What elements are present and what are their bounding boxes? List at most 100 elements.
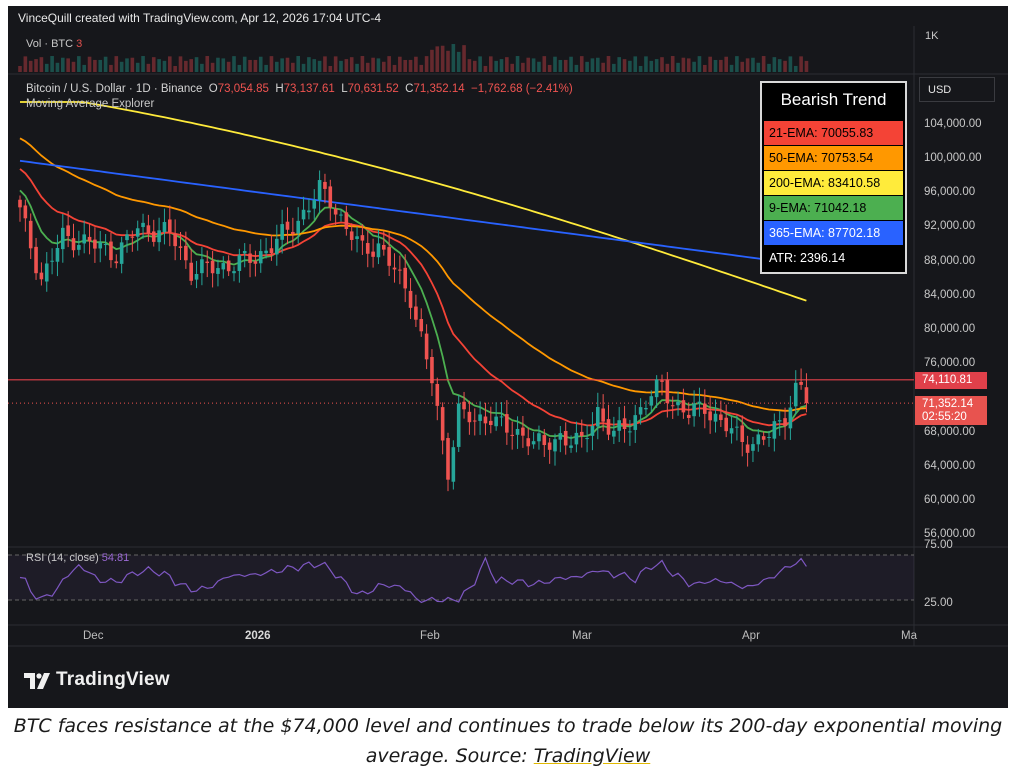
volume-bar: [804, 60, 809, 72]
candle-body: [424, 333, 429, 360]
volume-bar: [708, 56, 712, 72]
volume-bar: [499, 59, 504, 72]
candle-body: [649, 396, 654, 406]
close-label: C: [405, 83, 414, 95]
volume-bar: [168, 56, 172, 72]
y-tick-label: 100,000.00: [924, 152, 982, 164]
volume-bar: [660, 57, 664, 72]
volume-bar: [756, 62, 761, 72]
volume-bar: [553, 56, 557, 72]
volume-bar: [285, 57, 290, 72]
symbol-title[interactable]: Bitcoin / U.S. Dollar · 1D · Binance: [26, 83, 203, 95]
candle-body: [478, 414, 482, 421]
volume-bar: [307, 57, 311, 72]
candle-body: [783, 418, 787, 426]
high-value: 73,137.61: [283, 83, 335, 95]
volume-bar: [301, 63, 306, 72]
legend-row-ema200: 200-EMA: 83410.58: [764, 171, 903, 195]
volume-bar: [360, 56, 365, 72]
candle-body: [253, 261, 258, 264]
ema-line-200-ema: [20, 101, 807, 302]
volume-bar: [130, 57, 135, 72]
candle-body: [440, 407, 445, 441]
indicator-name[interactable]: Moving Average Explorer: [26, 98, 155, 110]
volume-bar: [387, 56, 391, 72]
legend-row-atr: ATR: 2396.14: [764, 246, 903, 270]
volume-bar: [542, 56, 547, 72]
candle-body: [23, 205, 28, 219]
candle-body: [601, 408, 605, 422]
candle-body: [221, 263, 226, 270]
volume-bar: [788, 56, 793, 72]
candle-body: [312, 199, 317, 209]
volume-bar: [291, 62, 295, 72]
candle-body: [151, 231, 156, 242]
volume-bar: [87, 56, 92, 72]
candle-body: [376, 243, 381, 258]
tradingview-brand[interactable]: TradingView: [56, 669, 170, 690]
candle-body: [184, 245, 188, 261]
volume-bar: [649, 60, 654, 72]
candle-body: [392, 267, 397, 270]
volume-bar: [365, 62, 370, 72]
volume-bar: [216, 57, 220, 72]
volume-bar: [103, 56, 108, 72]
candle-body: [307, 210, 311, 213]
volume-bar: [521, 62, 525, 72]
candle-body: [724, 417, 728, 432]
y-tick-label: 76,000.00: [924, 357, 976, 369]
volume-bar: [793, 65, 798, 72]
volume-bar: [440, 45, 445, 72]
volume-bar: [692, 61, 696, 72]
tradingview-logo-icon: [24, 673, 50, 689]
candle-body: [39, 272, 44, 280]
volume-bar: [55, 62, 60, 72]
volume-bar: [408, 59, 413, 72]
candle-body: [189, 262, 193, 281]
candle-body: [729, 428, 734, 434]
rsi-lower-label: 25.00: [924, 597, 953, 609]
change-value: −1,762.68 (−2.41%): [471, 83, 573, 95]
candle-body: [521, 427, 525, 436]
price-chart[interactable]: [8, 6, 1008, 708]
candle-body: [606, 419, 611, 435]
candle-body: [622, 418, 627, 430]
volume-bar: [478, 56, 482, 72]
volume-bar: [622, 59, 627, 72]
volume-bar: [23, 56, 28, 72]
volume-bar: [109, 64, 113, 72]
candle-body: [333, 208, 338, 215]
volume-bar: [194, 57, 199, 72]
volume-bar: [628, 60, 632, 72]
candle-body: [301, 209, 306, 220]
volume-bar: [50, 56, 54, 72]
candle-body: [296, 220, 300, 234]
candle-body: [804, 387, 809, 404]
volume-bar: [44, 63, 49, 72]
volume-bar: [382, 61, 386, 72]
currency-selector[interactable]: USD: [919, 77, 995, 102]
volume-bar: [644, 56, 648, 72]
volume-bar: [328, 65, 333, 72]
candle-body: [558, 433, 563, 440]
candle-body: [462, 401, 466, 410]
candle-body: [82, 234, 86, 244]
candle-body: [44, 263, 49, 282]
y-tick-label: 56,000.00: [924, 528, 976, 540]
volume-bar: [146, 63, 151, 72]
volume-bar: [638, 65, 643, 72]
volume-bar: [141, 56, 145, 72]
volume-bar: [221, 58, 226, 72]
volume-bar: [258, 56, 263, 72]
candle-body: [119, 242, 124, 264]
candle-body: [761, 436, 766, 440]
volume-bar: [494, 60, 498, 72]
volume-bar: [703, 64, 707, 72]
candle-body: [178, 246, 183, 248]
volume-bar: [590, 58, 595, 72]
volume-bar: [596, 57, 600, 72]
volume-bar: [467, 59, 472, 72]
caption-source-link[interactable]: TradingView: [533, 745, 651, 767]
volume-bar: [296, 56, 300, 72]
volume-bar: [799, 56, 803, 72]
